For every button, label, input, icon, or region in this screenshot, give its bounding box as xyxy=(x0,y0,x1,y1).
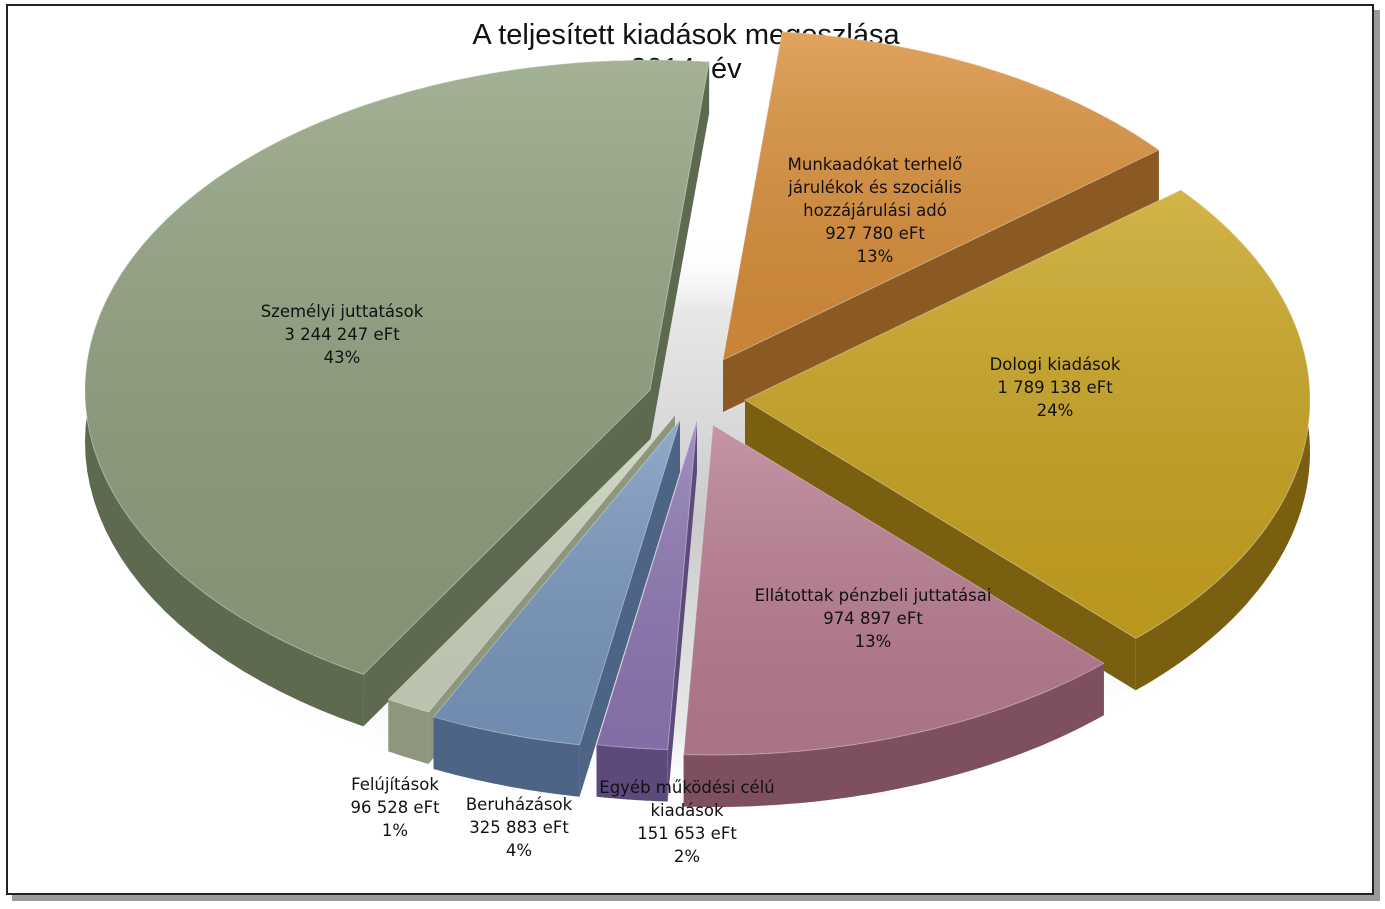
pie-data-label-line: Felújítások xyxy=(351,775,439,794)
pie-data-label: Munkaadókat terhelő járulékok és szociáli… xyxy=(787,155,962,266)
pie-data-label-line: Személyi juttatások xyxy=(261,302,424,321)
pie-slice-gloss xyxy=(745,190,1310,639)
pie-data-label-line: 1 789 138 eFt xyxy=(997,378,1113,397)
pie-data-label-line: 43% xyxy=(324,348,361,367)
pie-slice-cut-face xyxy=(723,149,1159,413)
pie-slice-cut-face xyxy=(745,400,1136,691)
pie-data-label-line: 325 883 eFt xyxy=(469,818,569,837)
pie-data-label-line: 3 244 247 eFt xyxy=(284,325,400,344)
pie-slice-gloss xyxy=(683,425,1104,755)
pie-data-label-line: 2% xyxy=(674,847,700,866)
chart-title: A teljesített kiadások megoszlása 2014. … xyxy=(0,18,1372,86)
pie-data-label-line: 927 780 eFt xyxy=(825,224,925,243)
pie-slice-cut-face xyxy=(667,420,697,802)
pie-slice-gloss xyxy=(596,420,697,750)
pie-data-label: Egyéb működési célú kiadások 151 653 eFt 2% xyxy=(599,778,774,866)
pie-slice-gloss xyxy=(433,420,680,745)
pie-slice-gloss xyxy=(388,415,675,712)
pie-slice-side xyxy=(596,744,668,802)
pie-data-label: Személyi juttatások 3 244 247 eFt 43% xyxy=(261,302,424,367)
pie-slice-gloss xyxy=(723,31,1159,361)
pie-slice-gloss xyxy=(85,60,710,675)
pie-data-label: Beruházások 325 883 eFt 4% xyxy=(466,795,573,860)
pie-data-label: Dologi kiadások 1 789 138 eFt 24% xyxy=(990,355,1121,420)
pie-data-label-line: 974 897 eFt xyxy=(823,609,923,628)
pie-data-label-line: 13% xyxy=(857,247,894,266)
pie-data-label-line: kiadások xyxy=(650,801,724,820)
pie-data-label-line: Ellátottak pénzbeli juttatásai xyxy=(755,586,992,605)
pie-data-label-line: 24% xyxy=(1037,401,1074,420)
pie-slice-cut-face xyxy=(650,61,710,443)
pie-slice-cut-face xyxy=(579,420,680,797)
pie-slice-tops xyxy=(84,31,1311,756)
pie-data-label-line: hozzájárulási adó xyxy=(803,201,947,220)
pie-data-label-line: 4% xyxy=(506,841,532,860)
pie-data-label-line: Dologi kiadások xyxy=(990,355,1121,374)
pie-slice-side xyxy=(433,717,580,797)
pie-data-label: Felújítások 96 528 eFt 1% xyxy=(350,775,440,840)
pie-data-label-line: 1% xyxy=(382,821,408,840)
pie-data-label-line: Egyéb működési célú xyxy=(599,778,774,797)
pie-data-labels: Munkaadókat terhelő járulékok és szociáli… xyxy=(261,155,1121,866)
pie-data-label-line: 13% xyxy=(855,632,892,651)
pie-data-label-line: 151 653 eFt xyxy=(637,824,737,843)
pie-slice-side xyxy=(683,663,1104,807)
pie-data-label: Ellátottak pénzbeli juttatásai 974 897 eF… xyxy=(755,586,992,651)
pie-data-label-line: járulékok és szociális xyxy=(787,178,961,197)
pie-data-label-line: 96 528 eFt xyxy=(350,798,440,817)
pie-data-label-line: Munkaadókat terhelő xyxy=(788,155,963,174)
pie-slice-cut-face xyxy=(363,390,650,727)
pie-data-label-line: Beruházások xyxy=(466,795,573,814)
